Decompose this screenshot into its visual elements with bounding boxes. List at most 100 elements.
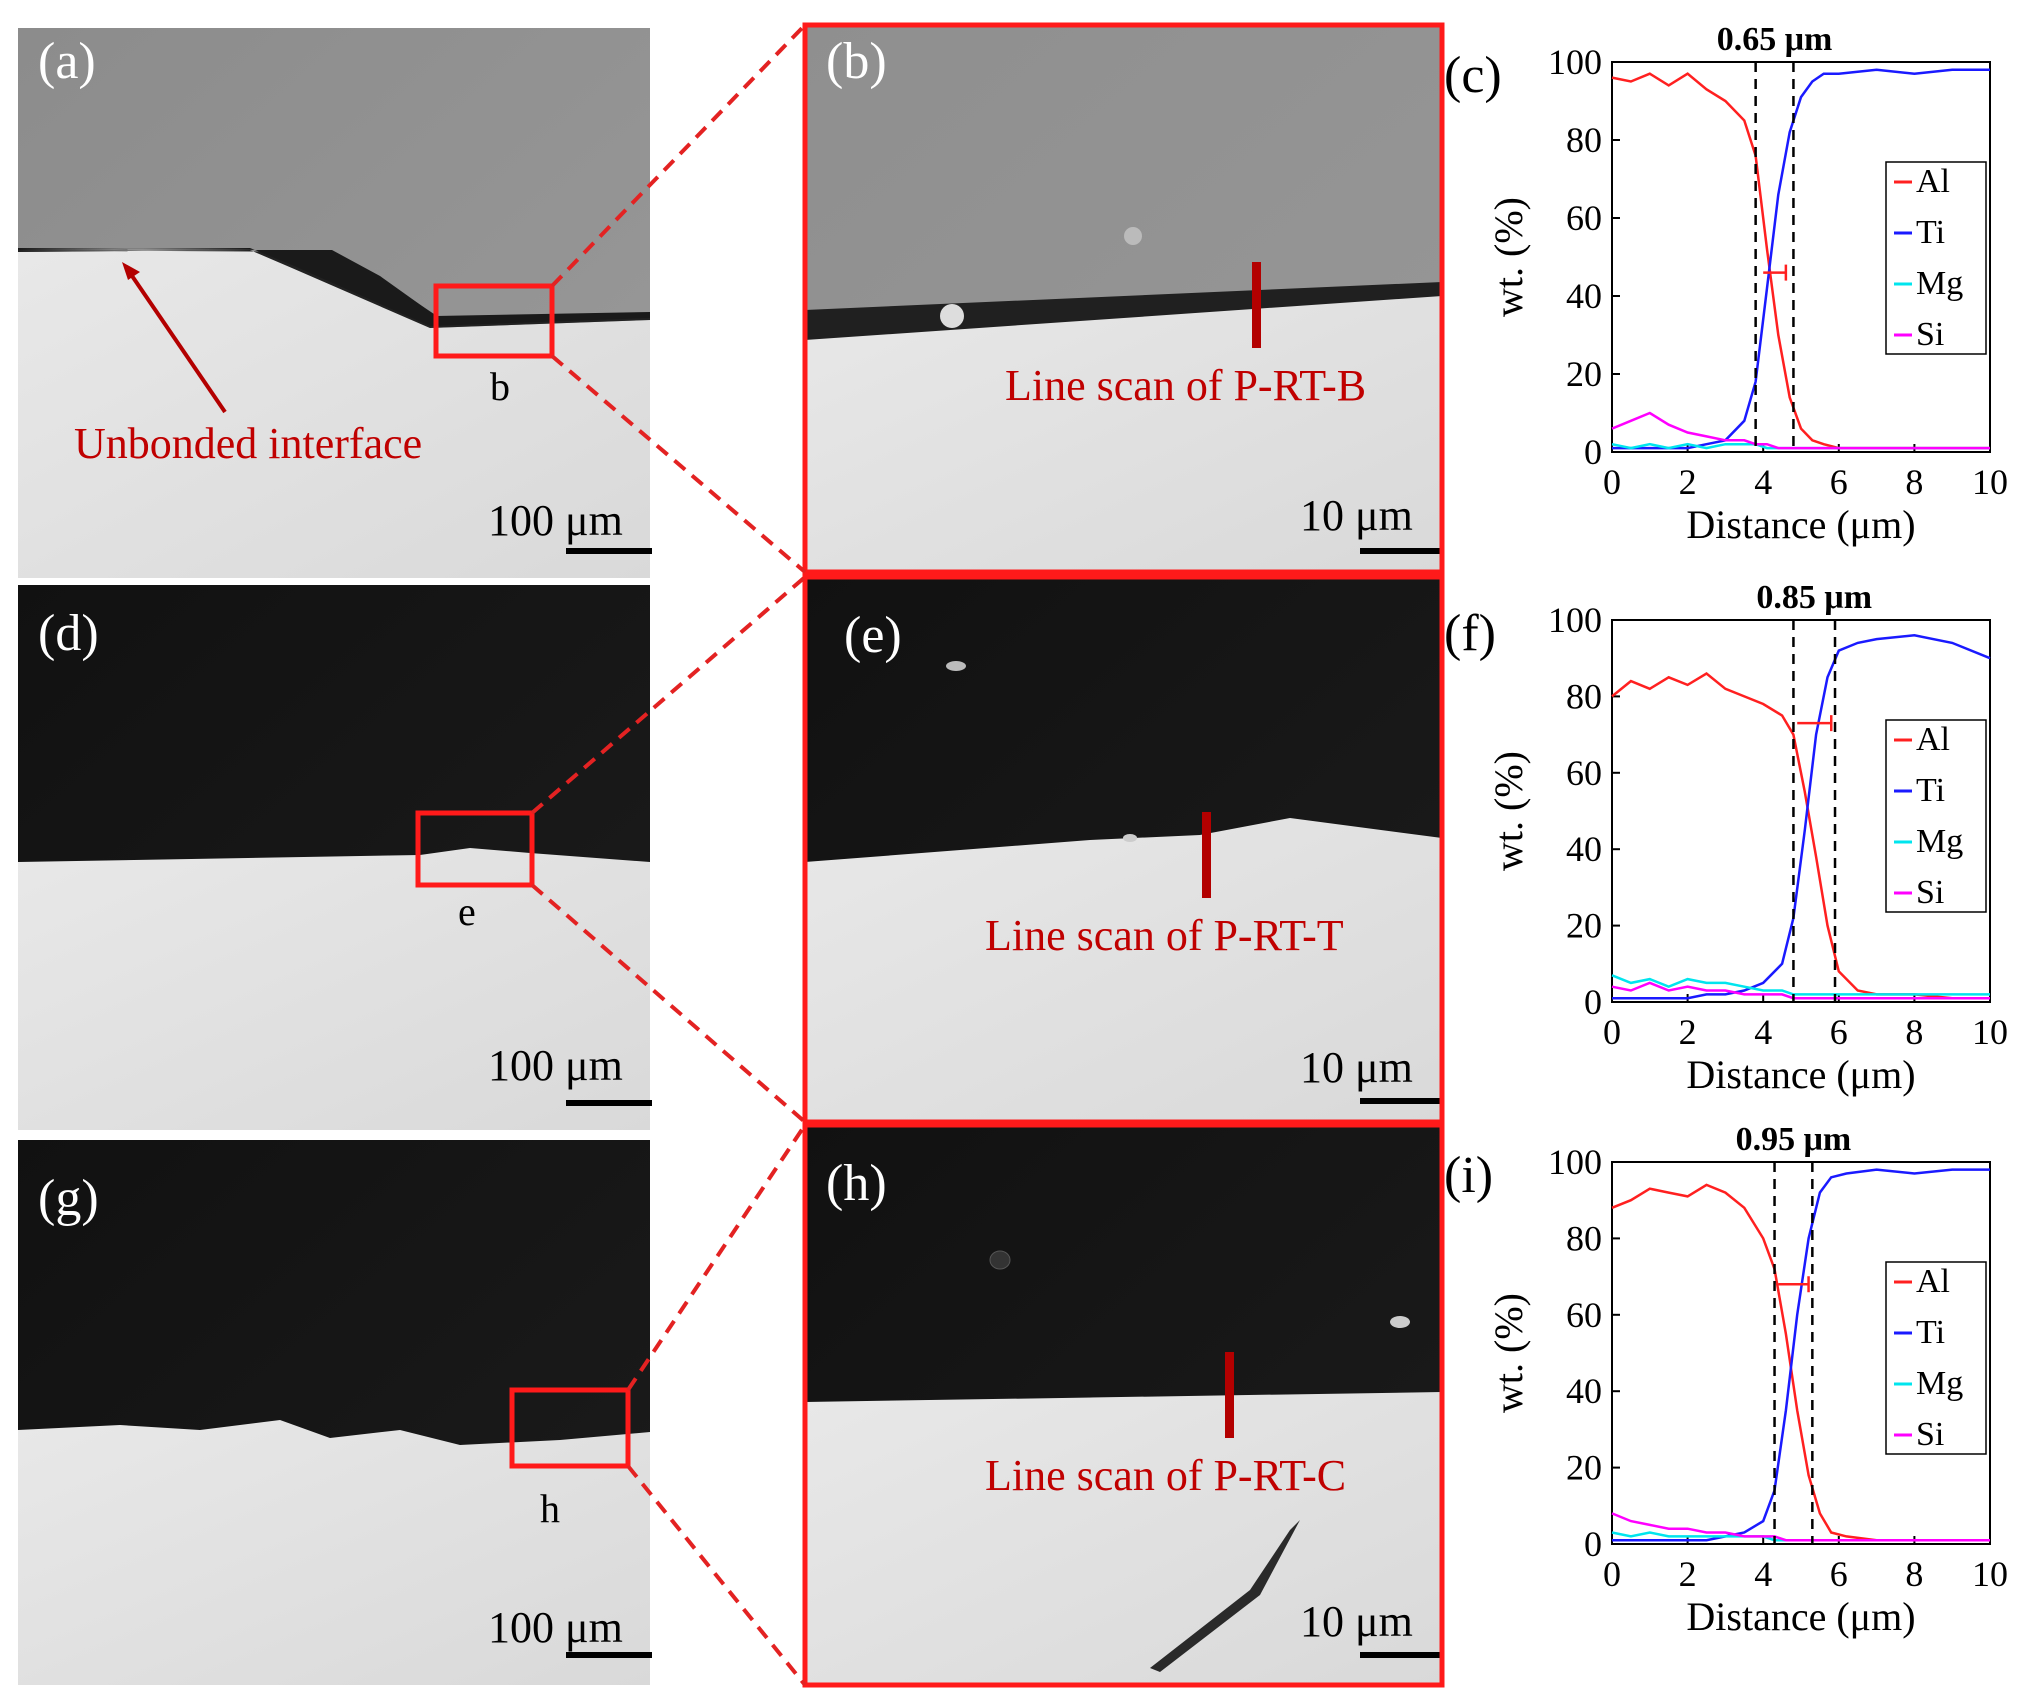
- series-line-ti: [1612, 634, 1991, 1000]
- scratch: [1150, 1520, 1300, 1672]
- micrograph-b-frame: [802, 22, 1445, 575]
- annotation-arrow: [126, 268, 227, 414]
- x-tick-label: 10: [1972, 1554, 2008, 1594]
- y-tick-label: 20: [1566, 354, 1602, 394]
- arrow-head: [122, 262, 140, 280]
- line-scan-label-e: Line scan of P-RT-T: [985, 911, 1344, 960]
- y-tick-label: 0: [1584, 982, 1602, 1022]
- scale-bar-g: [566, 1652, 652, 1658]
- series-line-mg: [1611, 974, 1990, 996]
- particle: [1124, 227, 1142, 245]
- zoom-box-e: [415, 810, 535, 888]
- x-tick-label: 0: [1603, 1012, 1621, 1052]
- particle: [1123, 834, 1137, 842]
- micrograph-d: (d) e 100 μm: [18, 585, 652, 1130]
- x-tick-label: 4: [1754, 1554, 1772, 1594]
- panel-label-b: (b): [826, 33, 887, 90]
- x-tick-label: 8: [1905, 1012, 1923, 1052]
- scale-bar-label-a: 100 μm: [488, 496, 623, 545]
- micrograph-e-lower-phase: [805, 818, 1442, 1122]
- micrograph-g: (g) h 100 μm: [18, 1140, 652, 1685]
- y-tick-label: 60: [1566, 198, 1602, 238]
- x-tick-label: 2: [1679, 1554, 1697, 1594]
- x-tick-label: 0: [1603, 1554, 1621, 1594]
- y-tick-label: 100: [1548, 42, 1602, 82]
- zoom-connector: [626, 1123, 807, 1392]
- x-tick-label: 6: [1830, 1554, 1848, 1594]
- x-tick-label: 10: [1972, 462, 2008, 502]
- pore: [989, 1250, 1011, 1270]
- scale-bar-b: [1360, 548, 1442, 554]
- y-axis-label: wt. (%): [1486, 751, 1531, 871]
- series-line-ti: [1612, 1168, 1990, 1542]
- x-tick-label: 10: [1972, 1012, 2008, 1052]
- zoom-box-b: [433, 283, 555, 359]
- legend-label-si: Si: [1916, 316, 1944, 353]
- series-line-si: [1611, 411, 1990, 450]
- y-tick-label: 20: [1566, 1448, 1602, 1488]
- line-scan-marker-e: [1202, 812, 1211, 898]
- line-scan-marker-b: [1252, 262, 1261, 348]
- panel-label-h: (h): [826, 1155, 887, 1212]
- scale-bar-label-d: 100 μm: [488, 1041, 623, 1090]
- scale-bar-h: [1360, 1652, 1442, 1658]
- y-tick-label: 100: [1548, 1142, 1602, 1182]
- micrograph-b-interface: [805, 282, 1442, 340]
- interface-width-label: 0.85 μm: [1756, 579, 1872, 616]
- legend-label-al: Al: [1916, 1263, 1950, 1300]
- y-tick-label: 20: [1566, 906, 1602, 946]
- plot-frame: [1611, 61, 1991, 453]
- interface-width-label: 0.65 μm: [1717, 21, 1833, 58]
- scale-bar-a: [566, 548, 652, 554]
- micrograph-g-lower-phase: [18, 1420, 650, 1685]
- y-tick-label: 100: [1548, 600, 1602, 640]
- line-scan-marker-h: [1225, 1352, 1234, 1438]
- micrograph-h-lower-phase: [805, 1392, 1442, 1685]
- chart-panel-label: (f): [1444, 605, 1496, 662]
- scale-bar-e: [1360, 1098, 1442, 1104]
- micrograph-e-frame: [802, 574, 1445, 1125]
- zoom-box-label-h: h: [540, 1486, 560, 1531]
- legend-label-mg: Mg: [1916, 823, 1963, 860]
- micrograph-a: (a) b Unbonded interface 100 μm: [18, 28, 652, 578]
- x-tick-label: 6: [1830, 462, 1848, 502]
- legend-box: [1885, 161, 1987, 355]
- scale-bar-d: [566, 1100, 652, 1106]
- micrograph-h: (h) Line scan of P-RT-C 10 μm: [802, 1122, 1445, 1688]
- x-tick-label: 2: [1679, 1012, 1697, 1052]
- y-tick-label: 0: [1584, 1524, 1602, 1564]
- legend-label-al: Al: [1916, 163, 1950, 200]
- particle: [946, 661, 966, 671]
- legend-label-al: Al: [1916, 721, 1950, 758]
- panel-label-e: (e): [844, 607, 902, 664]
- chart-panel-label: (c): [1444, 47, 1502, 104]
- x-tick-label: 4: [1754, 1012, 1772, 1052]
- y-tick-label: 80: [1566, 120, 1602, 160]
- micrograph-b: (b) Line scan of P-RT-B 10 μm: [802, 22, 1445, 575]
- chart-panel-label: (i): [1444, 1147, 1493, 1204]
- scale-bar-label-h: 10 μm: [1300, 1597, 1413, 1646]
- legend-box: [1885, 719, 1987, 913]
- legend-label-mg: Mg: [1916, 265, 1963, 302]
- zoom-box-label-e: e: [458, 889, 476, 934]
- zoom-connector: [530, 575, 807, 815]
- x-tick-label: 8: [1905, 1554, 1923, 1594]
- micrograph-b-lower-phase: [805, 288, 1442, 572]
- micrograph-a-lower-phase: [18, 250, 650, 578]
- unbonded-interface-label: Unbonded interface: [74, 419, 422, 468]
- micrograph-e: (e) Line scan of P-RT-T 10 μm: [802, 574, 1445, 1125]
- x-axis-label: Distance (μm): [1686, 1594, 1915, 1639]
- x-tick-label: 2: [1679, 462, 1697, 502]
- zoom-connector: [550, 23, 807, 288]
- plot-frame: [1611, 619, 1991, 1003]
- y-tick-label: 40: [1566, 829, 1602, 869]
- legend-label-si: Si: [1916, 874, 1944, 911]
- series-line-si: [1611, 1512, 1990, 1542]
- legend-label-ti: Ti: [1916, 772, 1945, 809]
- y-tick-label: 0: [1584, 432, 1602, 472]
- zoom-box-h: [509, 1387, 631, 1469]
